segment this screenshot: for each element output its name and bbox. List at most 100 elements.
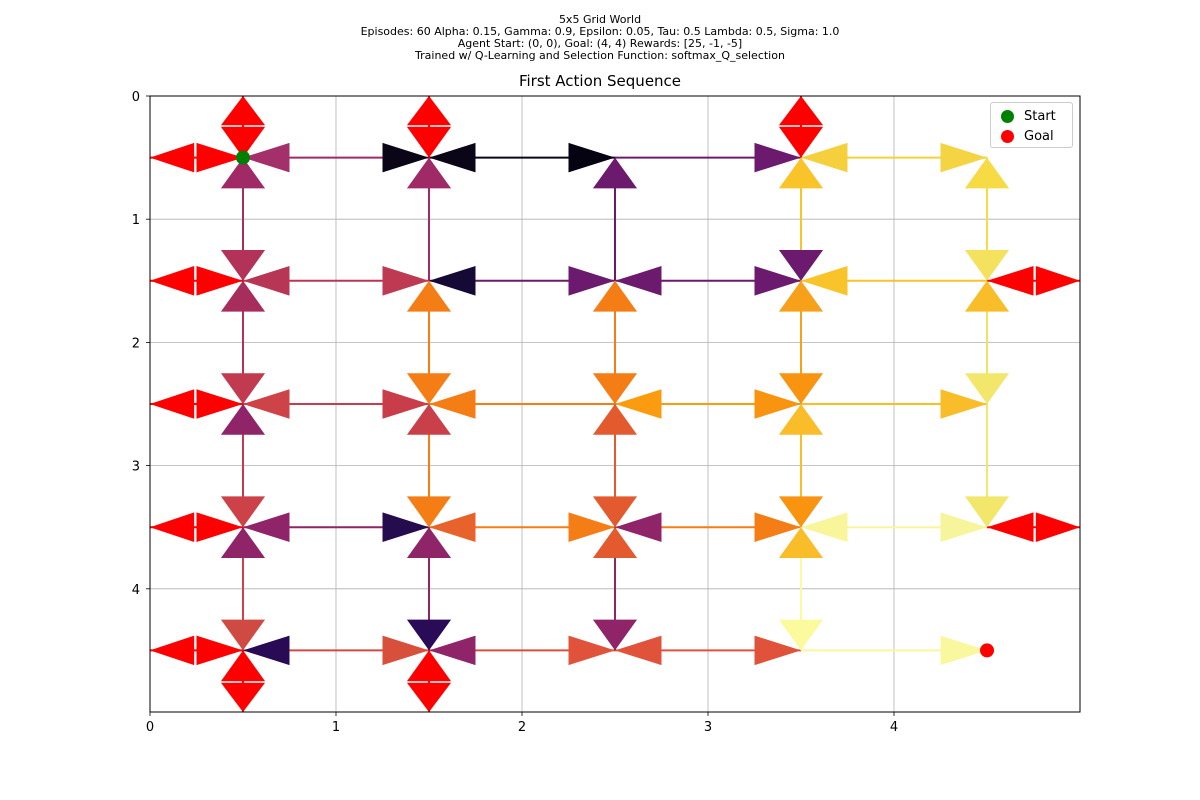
y-tick-label: 0 [132, 90, 140, 105]
arrow-down [406, 650, 452, 682]
legend-entry-start: Start [1001, 106, 1056, 126]
wall-arrow [1035, 266, 1080, 296]
goal-marker [980, 643, 994, 658]
goal-marker-icon [1001, 129, 1014, 143]
wall-arrow [220, 682, 266, 712]
chart-title: First Action Sequence [518, 72, 682, 90]
arrow-up [778, 619, 824, 651]
arrow-up [220, 619, 266, 651]
arrow-down [778, 280, 824, 312]
action-arrows [150, 96, 1080, 712]
x-tick-label: 3 [704, 720, 712, 735]
arrow-left [754, 512, 801, 542]
arrow-right [801, 512, 848, 542]
arrow-right [429, 389, 476, 419]
arrow-down [406, 280, 452, 312]
y-tick-label: 1 [132, 213, 140, 228]
header-line-1: 5x5 Grid World [558, 13, 642, 26]
arrow-right [429, 635, 476, 666]
arrow-up [964, 373, 1010, 404]
arrow-down [220, 650, 266, 682]
arrow-left [382, 266, 429, 296]
wall-arrow [150, 512, 195, 542]
arrow-up [406, 126, 452, 158]
arrow-left [940, 142, 987, 173]
axes-frame [149, 95, 1081, 713]
x-tick-label: 4 [890, 720, 898, 735]
arrow-left [196, 266, 243, 296]
wall-arrow [1035, 512, 1080, 542]
arrow-up [592, 496, 638, 528]
arrow-right [243, 389, 290, 419]
wall-arrow [150, 142, 195, 173]
arrow-left [382, 512, 429, 542]
legend: Start Goal [990, 102, 1073, 148]
arrow-down [220, 157, 266, 189]
header-line-3: Agent Start: (0, 0), Goal: (4, 4) Reward… [457, 37, 743, 50]
arrow-left [754, 389, 801, 419]
arrow-left [196, 512, 243, 542]
arrow-up [220, 126, 266, 158]
arrow-down [406, 527, 452, 558]
arrow-left [940, 512, 987, 542]
arrow-up [964, 496, 1010, 528]
arrow-up [964, 250, 1010, 281]
y-tick-label: 2 [132, 336, 140, 351]
arrow-right [243, 266, 290, 296]
arrow-down [964, 280, 1010, 312]
arrow-left [196, 635, 243, 666]
arrow-down [778, 404, 824, 435]
arrow-right [429, 266, 476, 296]
arrow-right [243, 635, 290, 666]
arrow-right [615, 635, 662, 666]
wall-arrow [150, 266, 195, 296]
wall-arrow [778, 96, 824, 126]
arrow-down [220, 280, 266, 312]
arrow-up [406, 619, 452, 651]
arrow-left [382, 389, 429, 419]
arrow-down [406, 404, 452, 435]
legend-label-start: Start [1024, 108, 1056, 124]
arrow-down [592, 280, 638, 312]
arrow-left [940, 389, 987, 419]
arrow-up [220, 250, 266, 281]
markers [236, 150, 994, 658]
wall-arrow [150, 389, 195, 419]
arrow-left [568, 512, 615, 542]
arrow-right [429, 142, 476, 173]
arrow-down [592, 157, 638, 189]
arrow-up [778, 126, 824, 158]
arrow-right [243, 512, 290, 542]
wall-arrow [220, 96, 266, 126]
arrow-up [592, 619, 638, 651]
header-line-4: Trained w/ Q-Learning and Selection Func… [415, 49, 785, 62]
arrow-right [243, 142, 290, 173]
legend-entry-goal: Goal [1001, 126, 1054, 146]
arrow-left [754, 635, 801, 666]
arrow-right [801, 266, 848, 296]
start-marker-icon [1001, 109, 1014, 123]
arrow-right [801, 142, 848, 173]
arrow-up [220, 373, 266, 404]
arrow-right [615, 389, 662, 419]
arrow-down [220, 404, 266, 435]
arrow-up [778, 496, 824, 528]
arrow-down [406, 157, 452, 189]
arrow-up [406, 373, 452, 404]
wall-arrow [150, 635, 195, 666]
arrow-left [940, 635, 987, 666]
arrow-right [615, 266, 662, 296]
arrow-left [382, 635, 429, 666]
arrow-up [406, 496, 452, 528]
start-marker [236, 150, 250, 165]
arrow-up [220, 496, 266, 528]
arrow-down [592, 404, 638, 435]
x-tick-label: 0 [146, 720, 154, 735]
arrow-left [568, 266, 615, 296]
legend-label-goal: Goal [1024, 128, 1054, 144]
arrow-left [196, 142, 243, 173]
arrow-down [592, 527, 638, 558]
wall-arrow [406, 682, 452, 712]
arrow-right [429, 512, 476, 542]
